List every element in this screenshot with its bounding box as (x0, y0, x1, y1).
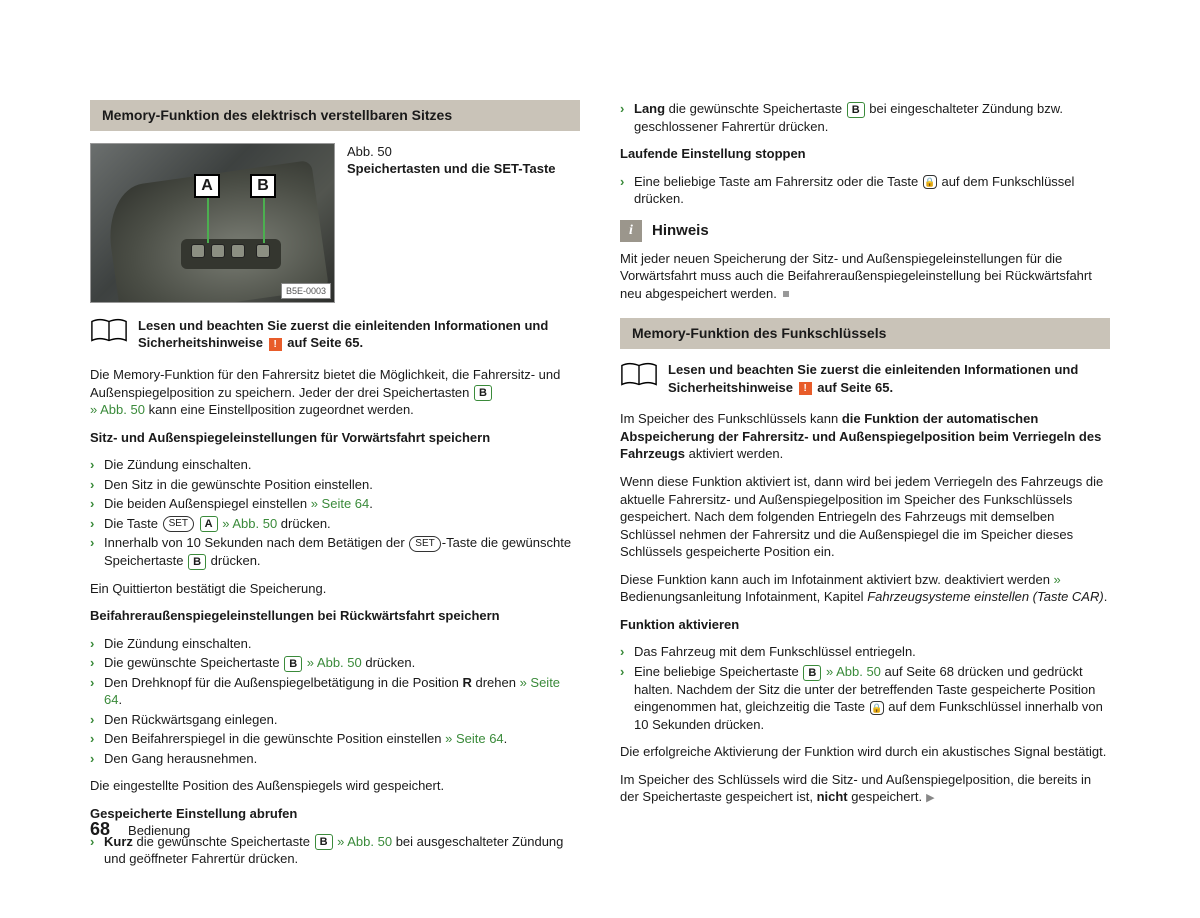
list-item: Den Drehknopf für die Außenspiegelbetäti… (90, 674, 580, 709)
list-item: Die beiden Außenspiegel einstellen » Sei… (90, 495, 580, 513)
list-item: Die Taste SET A » Abb. 50 drücken. (90, 515, 580, 533)
subheading-reverse: Beifahreraußenspiegeleinstellungen bei R… (90, 607, 580, 625)
book-icon (90, 317, 128, 345)
footer-section-label: Bedienung (128, 822, 190, 840)
figure-image: A B B5E-0003 (90, 143, 335, 303)
activate-confirm: Die erfolgreiche Aktivierung der Funktio… (620, 743, 1110, 761)
key-memory-p3: Diese Funktion kann auch im Infotainment… (620, 571, 1110, 606)
subheading-stop: Laufende Einstellung stoppen (620, 145, 1110, 163)
figure-block: A B B5E-0003 Abb. 50 Speichertasten und … (90, 143, 580, 303)
read-first-block-2: Lesen und beachten Sie zuerst die einlei… (620, 361, 1110, 396)
list-item: Eine beliebige Taste am Fahrersitz oder … (620, 173, 1110, 208)
right-column: Lang die gewünschte Speichertaste B bei … (620, 100, 1110, 878)
key-memory-p2: Wenn diese Funktion aktiviert ist, dann … (620, 473, 1110, 561)
page-number: 68 (90, 817, 110, 841)
section-header-memory-seat: Memory-Funktion des elektrisch verstellb… (90, 100, 580, 131)
page-footer: 68 Bedienung (90, 817, 190, 841)
hint-header: i Hinweis (620, 220, 1110, 242)
info-icon: i (620, 220, 642, 242)
list-item: Den Sitz in die gewünschte Position eins… (90, 476, 580, 494)
key-memory-p1: Im Speicher des Funkschlüssels kann die … (620, 410, 1110, 463)
key-memory-p5: Im Speicher des Schlüssels wird die Sitz… (620, 771, 1110, 806)
key-b: B (315, 834, 333, 850)
list-item: Die Zündung einschalten. (90, 456, 580, 474)
image-code: B5E-0003 (281, 283, 331, 299)
key-set: SET (409, 536, 440, 552)
read-first-text-2: Lesen und beachten Sie zuerst die einlei… (668, 361, 1110, 396)
list-item: Das Fahrzeug mit dem Funkschlüssel entri… (620, 643, 1110, 661)
read-first-text: Lesen und beachten Sie zuerst die einlei… (138, 317, 580, 352)
confirm-tone: Ein Quittierton bestätigt die Speicherun… (90, 580, 580, 598)
subheading-activate: Funktion aktivieren (620, 616, 1110, 634)
list-item: Den Beifahrerspiegel in die gewünschte P… (90, 730, 580, 748)
section-end-mark (783, 291, 789, 297)
key-b: B (188, 554, 206, 570)
section-header-key-memory: Memory-Funktion des Funkschlüssels (620, 318, 1110, 349)
subheading-forward: Sitz- und Außenspiegeleinstellungen für … (90, 429, 580, 447)
hint-title: Hinweis (652, 221, 709, 241)
list-item: Lang die gewünschte Speichertaste B bei … (620, 100, 1110, 135)
warning-icon: ! (269, 338, 282, 351)
list-item: Den Rückwärtsgang einlegen. (90, 711, 580, 729)
warning-icon: ! (799, 382, 812, 395)
key-set: SET (163, 516, 194, 532)
lock-icon: 🔒 (923, 175, 937, 189)
ref-abb50: » Abb. 50 (90, 402, 145, 417)
manual-page: Memory-Funktion des elektrisch verstellb… (0, 0, 1200, 918)
left-column: Memory-Funktion des elektrisch verstellb… (90, 100, 580, 878)
list-item: Die Zündung einschalten. (90, 635, 580, 653)
list-recall-cont: Lang die gewünschte Speichertaste B bei … (620, 100, 1110, 135)
figure-label-b: B (250, 174, 276, 198)
read-first-block: Lesen und beachten Sie zuerst die einlei… (90, 317, 580, 352)
key-b: B (847, 102, 865, 118)
key-a: A (200, 516, 218, 532)
key-b: B (803, 665, 821, 681)
lock-icon: 🔒 (870, 701, 884, 715)
fig-caption-text: Speichertasten und die SET-Taste (347, 161, 556, 176)
figure-label-a: A (194, 174, 220, 198)
intro-paragraph: Die Memory-Funktion für den Fahrersitz b… (90, 366, 580, 419)
list-reverse: Die Zündung einschalten. Die gewünschte … (90, 635, 580, 768)
figure-caption: Abb. 50 Speichertasten und die SET-Taste (347, 143, 556, 303)
list-item: Die gewünschte Speichertaste B » Abb. 50… (90, 654, 580, 672)
list-stop: Eine beliebige Taste am Fahrersitz oder … (620, 173, 1110, 208)
fig-caption-prefix: Abb. 50 (347, 144, 392, 159)
continue-arrow-icon: ▶ (926, 791, 934, 806)
key-b: B (474, 385, 492, 401)
list-forward: Die Zündung einschalten. Den Sitz in die… (90, 456, 580, 569)
book-icon (620, 361, 658, 389)
mirror-saved: Die eingestellte Position des Außenspieg… (90, 777, 580, 795)
list-item: Den Gang herausnehmen. (90, 750, 580, 768)
list-item: Eine beliebige Speichertaste B » Abb. 50… (620, 663, 1110, 733)
list-item: Innerhalb von 10 Sekunden nach dem Betät… (90, 534, 580, 569)
list-activate: Das Fahrzeug mit dem Funkschlüssel entri… (620, 643, 1110, 733)
key-b: B (284, 656, 302, 672)
hint-text: Mit jeder neuen Speicherung der Sitz- un… (620, 250, 1110, 303)
